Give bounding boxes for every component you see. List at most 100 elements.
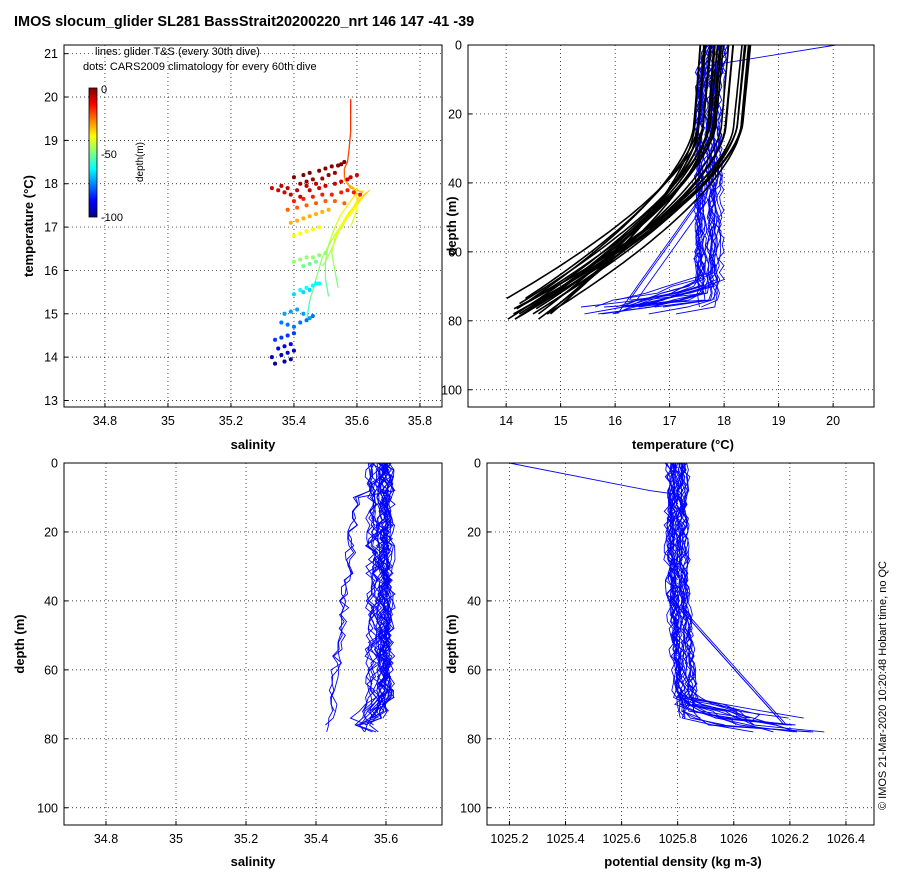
ts-dot-7-22 [282, 190, 287, 195]
dens-glider-profile-21 [675, 463, 825, 733]
dens-ytick-label-3: 60 [467, 663, 481, 677]
ts-dot-13-10 [291, 348, 296, 353]
dens-glider-profile-26 [667, 463, 749, 719]
ts-dot-7-6 [336, 163, 341, 168]
ts-dot-11-7 [307, 287, 312, 292]
temp-glider-profile-23 [580, 45, 710, 308]
temp-climatology-profile-16 [548, 45, 746, 305]
dens-glider-profile-0 [679, 463, 789, 719]
sal-glider-profile-29 [371, 463, 389, 719]
ts-dot-7-23 [288, 192, 293, 197]
dens-glider-profile-22 [676, 463, 787, 726]
ts-dot-13-1 [279, 335, 284, 340]
ts-line-3-seg-7 [334, 270, 339, 288]
ts-dot-8-3 [320, 192, 325, 197]
temp-climatology-profile-4 [519, 45, 719, 305]
ts-dot-13-11 [273, 361, 278, 366]
sal-glider-profile-25 [359, 463, 381, 726]
dens-xtick-label-3: 1025.8 [659, 832, 697, 846]
ts-dot-10-5 [323, 251, 328, 256]
ts-line-5-seg-7 [350, 218, 355, 228]
ts-dot-7-27 [323, 183, 328, 188]
ts-dot-10-2 [304, 255, 309, 260]
ts-xlabel: salinity [231, 437, 277, 452]
ts-dot-13-13 [288, 357, 293, 362]
ts-dot-10-1 [298, 257, 303, 262]
temp-axes-frame [467, 44, 875, 408]
temp-ylabel: depth (m) [444, 196, 459, 255]
ts-dot-9-9 [304, 229, 309, 234]
dens-xtick-label-5: 1026.2 [771, 832, 809, 846]
ts-xtick-label-2: 35.2 [219, 414, 243, 428]
ts-dot-13-7 [269, 355, 274, 360]
ts-dot-13-9 [285, 350, 290, 355]
ts-line-2-seg-6 [315, 257, 323, 280]
density-panel: 1025.2 1025.4 1025.6 1025.8 1026 1026.2 1026.4… [444, 457, 875, 869]
dens-glider-profile-23 [669, 463, 793, 726]
sal-glider-profile-6 [366, 463, 392, 726]
ts-dot-8-9 [285, 207, 290, 212]
ts-dot-9-7 [291, 233, 296, 238]
ts-dot-7-14 [332, 170, 337, 175]
ts-dot-11-6 [301, 290, 306, 295]
ts-line-1-seg-8 [324, 278, 330, 297]
ts-line-5-seg-6 [353, 209, 358, 219]
ts-dot-10-8 [314, 259, 318, 264]
ts-dot-9-1 [295, 218, 300, 223]
dens-glider-profile-10 [681, 463, 811, 733]
figure-title: IMOS slocum_glider SL281 BassStrait20200… [14, 14, 474, 30]
ts-dot-7-18 [304, 183, 309, 188]
ts-dot-7-5 [329, 164, 334, 169]
ts-dot-12-2 [295, 307, 300, 312]
ts-line-5-seg-2 [347, 183, 355, 189]
ts-dot-7-2 [307, 170, 312, 175]
sal-xlabel: salinity [231, 854, 277, 869]
ts-dot-11-3 [314, 281, 318, 286]
sal-ytick-label-2: 40 [44, 594, 58, 608]
ts-dot-7-28 [332, 181, 337, 186]
temperature-panel: 14 15 16 17 18 19 20 0 20 40 60 80 100 temperature (… [441, 39, 875, 452]
sal-glider-profile-26 [382, 463, 396, 712]
temp-climatology-profile-22 [506, 45, 712, 300]
dens-glider-profile-4 [674, 463, 785, 726]
ts-dot-13-5 [282, 344, 287, 349]
dens-glider-profile-15 [681, 463, 796, 726]
temp-gridlines [468, 44, 874, 407]
ts-ytick-label-4: 17 [44, 221, 58, 235]
temp-ytick-label-5: 100 [441, 383, 462, 397]
ts-dot-12-6 [285, 322, 290, 327]
ts-tick-labels: 34.8 35 35.2 35.4 35.6 35.8 13 14 15 16 17 18 19 20 21 [44, 47, 432, 428]
temp-xtick-label-4: 18 [717, 414, 731, 428]
sal-ytick-label-5: 100 [37, 801, 58, 815]
ts-dot-10-4 [317, 253, 322, 258]
ts-line-5-seg-1 [343, 179, 349, 185]
sal-ytick-label-3: 60 [44, 663, 58, 677]
ts-line-0-seg-4 [346, 148, 350, 163]
temp-ytick-label-0: 0 [455, 39, 462, 53]
sal-xtick-label-2: 35.2 [234, 832, 258, 846]
temp-climatology-profile-2 [516, 45, 725, 310]
ts-ytick-label-3: 16 [44, 264, 58, 278]
ts-line-0-seg-3 [348, 131, 352, 150]
depth-colorbar: 0 -50 -100 depth(m) [88, 84, 146, 224]
ts-dot-7-21 [276, 188, 281, 193]
ts-line-1-seg-4 [334, 213, 342, 228]
ts-dot-7-20 [269, 186, 274, 191]
ts-dot-7-17 [295, 188, 300, 193]
colorbar-gradient [88, 87, 98, 218]
sal-glider-profile-12 [325, 463, 396, 726]
temp-xtick-label-3: 17 [663, 414, 677, 428]
sal-xtick-label-4: 35.6 [374, 832, 398, 846]
ts-line-6-seg-1 [362, 189, 371, 198]
ts-line-4-seg-2 [343, 207, 355, 221]
ts-dot-11-0 [298, 287, 303, 292]
dens-xtick-label-6: 1026.4 [827, 832, 865, 846]
ts-dot-7-26 [317, 186, 322, 191]
sal-glider-profile-13 [354, 463, 384, 733]
ts-dot-12-4 [307, 316, 312, 321]
dens-ytick-label-1: 20 [467, 525, 481, 539]
ts-line-1-seg-5 [327, 226, 336, 245]
dens-glider-profile-17 [679, 463, 797, 733]
ts-line-0-seg-5 [343, 161, 349, 169]
